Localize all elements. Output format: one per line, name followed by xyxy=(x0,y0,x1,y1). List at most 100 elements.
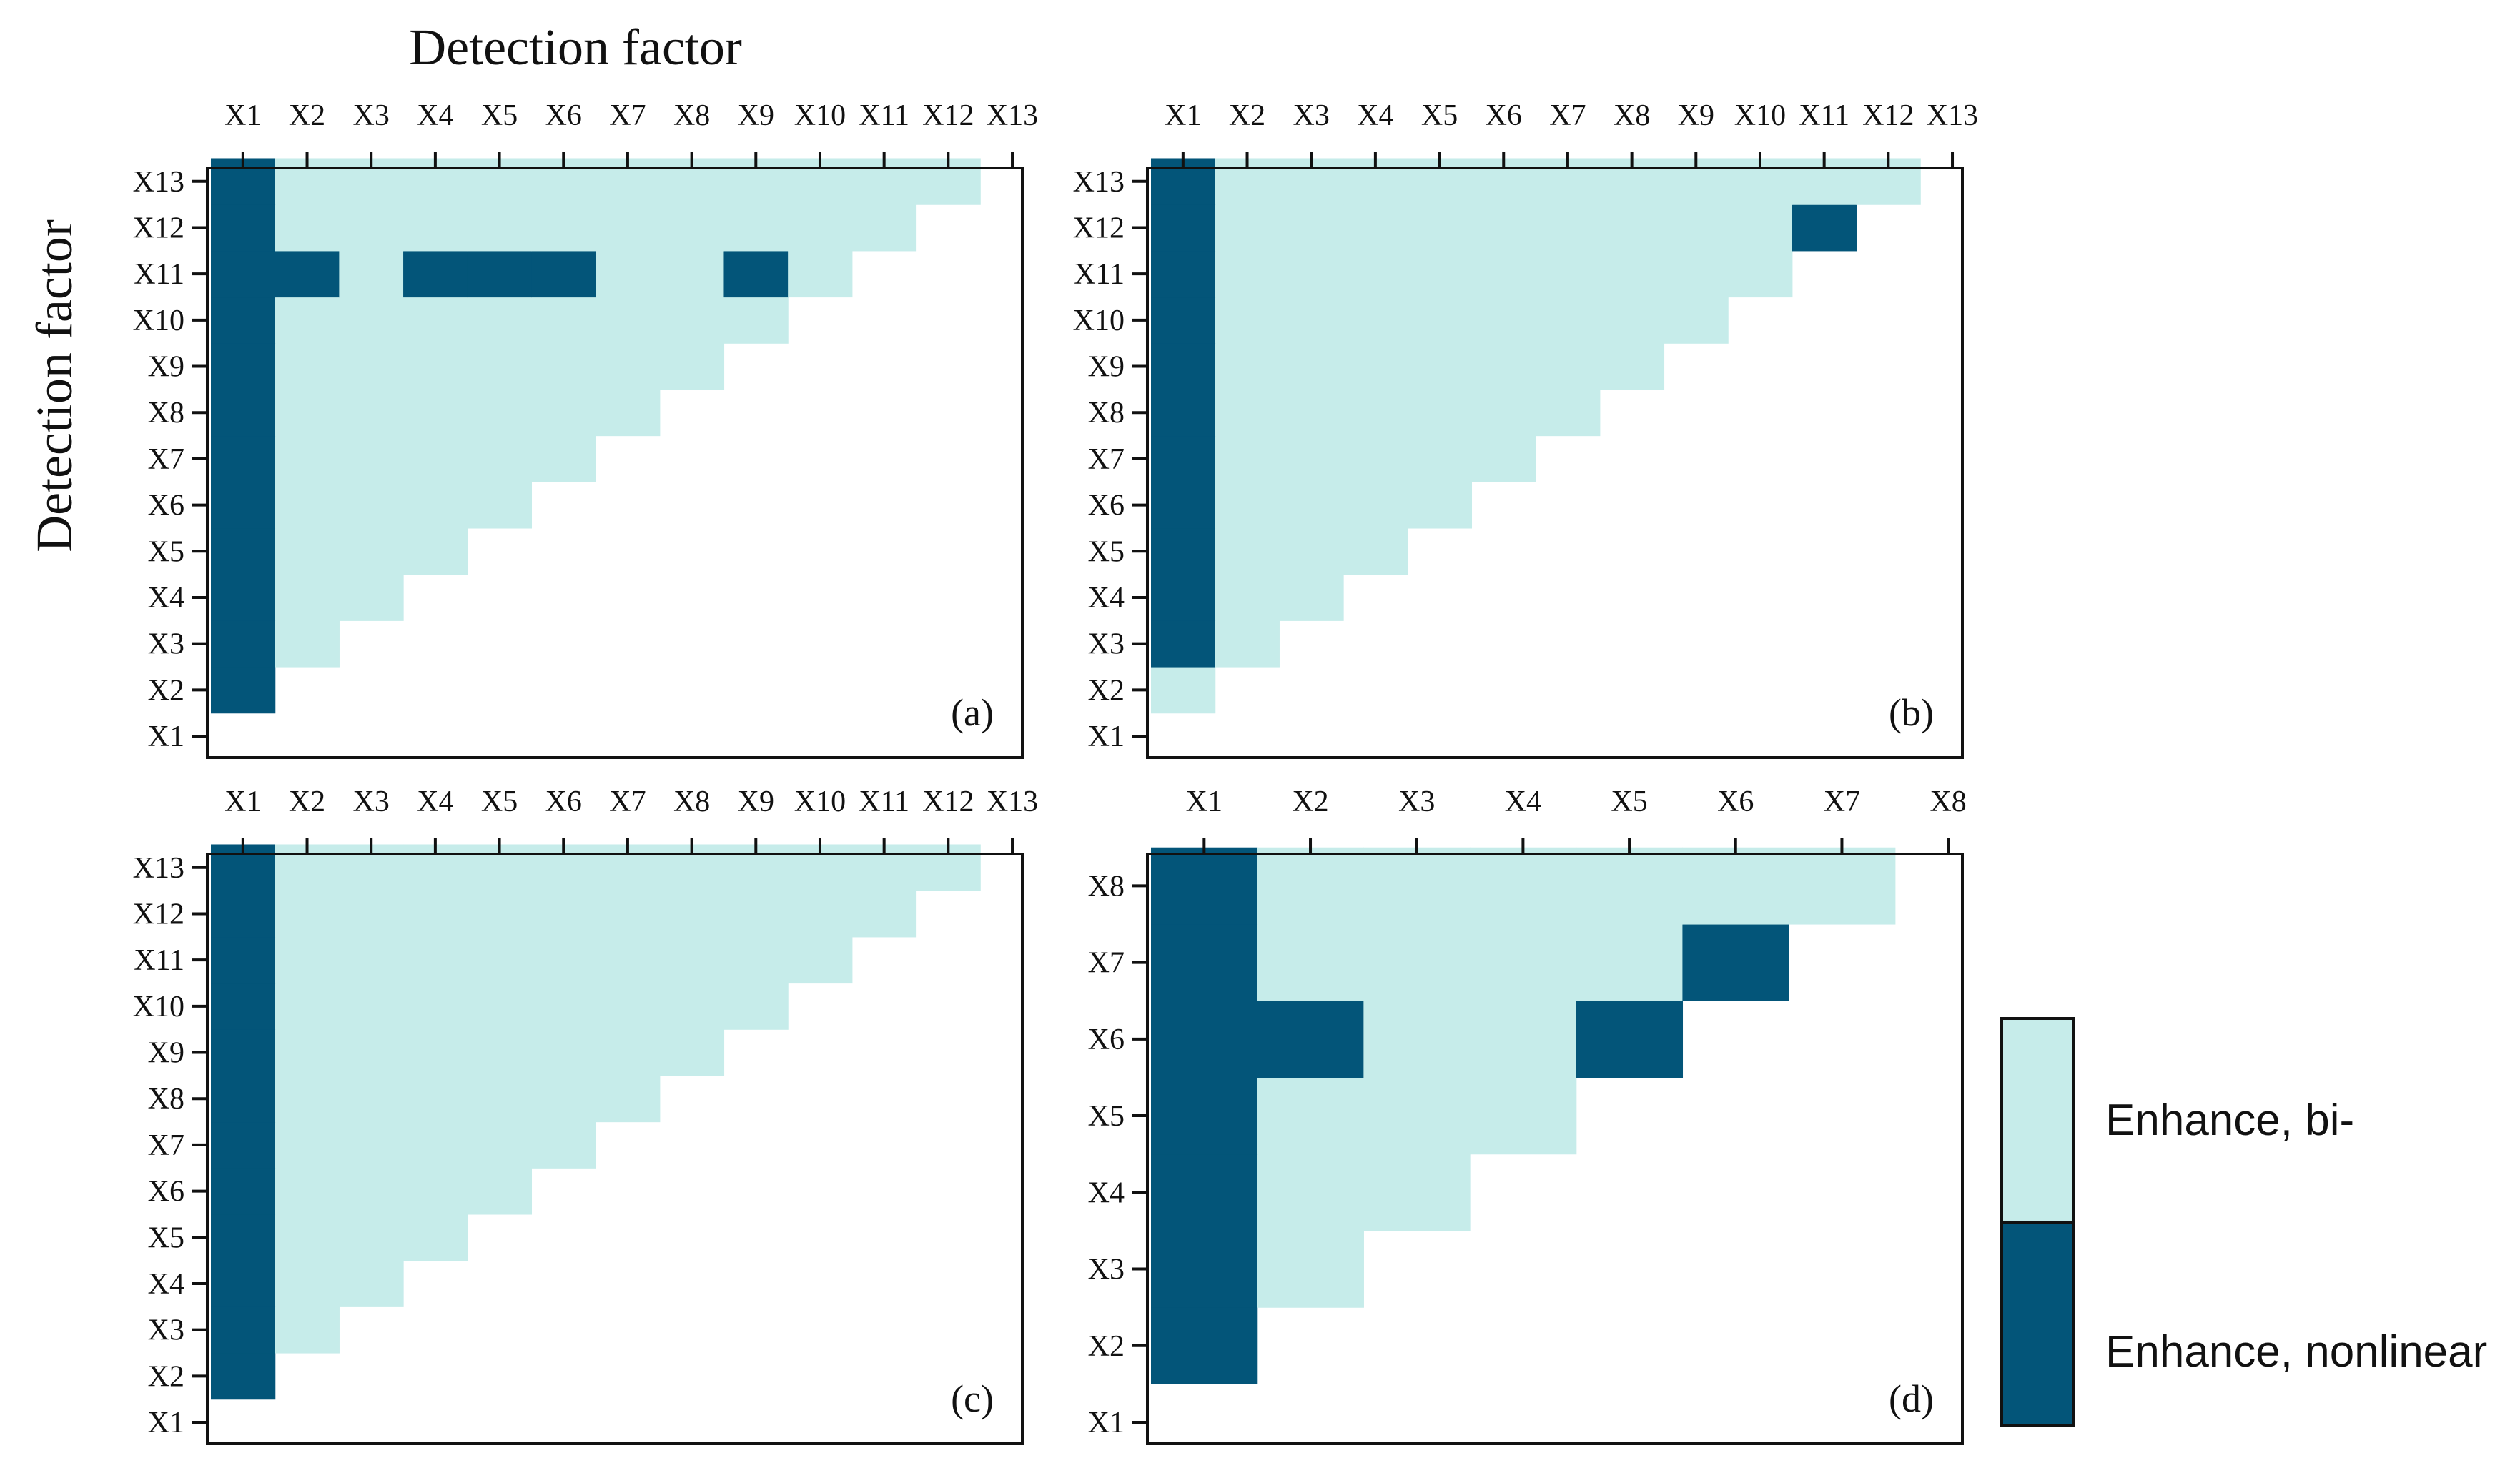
x-tick-label: X1 xyxy=(1165,99,1201,132)
x-tick-label: X9 xyxy=(738,785,774,818)
cell-nonlinear xyxy=(531,250,596,298)
cell-bi xyxy=(1536,389,1601,437)
legend-label-bi: Enhance, bi- xyxy=(2105,1096,2354,1145)
x-tick-label: X7 xyxy=(609,785,646,818)
cell-bi xyxy=(403,527,468,575)
cell-bi xyxy=(467,435,533,482)
cell-bi xyxy=(275,620,340,668)
x-tick-label: X11 xyxy=(859,785,909,818)
cell-bi xyxy=(339,936,404,984)
cell-bi xyxy=(275,1306,340,1354)
cell-bi xyxy=(275,1121,340,1169)
x-tick-label: X5 xyxy=(1611,785,1647,818)
cell-nonlinear xyxy=(211,666,276,714)
y-tick-label: X11 xyxy=(134,944,184,977)
cell-bi xyxy=(596,1029,661,1076)
cell-bi xyxy=(339,297,404,344)
y-tick-label: X7 xyxy=(1088,947,1125,980)
cell-nonlinear xyxy=(211,1075,276,1123)
legend-swatch-bi xyxy=(2000,1017,2075,1224)
cell-nonlinear xyxy=(1151,435,1216,482)
cell-bi xyxy=(788,204,853,252)
x-tick-label: X11 xyxy=(859,99,909,132)
cell-bi xyxy=(531,1075,596,1123)
cell-bi xyxy=(403,389,468,437)
y-tick-label: X13 xyxy=(133,852,184,885)
cell-bi xyxy=(1279,297,1344,344)
cell-bi xyxy=(723,204,789,252)
cell-nonlinear xyxy=(211,482,276,529)
cell-bi xyxy=(467,204,533,252)
cell-bi xyxy=(1599,297,1665,344)
cell-bi xyxy=(596,936,661,984)
cell-bi xyxy=(275,983,340,1030)
cell-nonlinear xyxy=(211,1306,276,1354)
cell-nonlinear xyxy=(211,297,276,344)
cell-bi xyxy=(1279,482,1344,529)
y-tick-label: X3 xyxy=(148,1314,184,1347)
y-tick-label: X1 xyxy=(1088,720,1125,753)
panel-label: (a) xyxy=(951,691,994,734)
y-tick-label: X8 xyxy=(1088,397,1125,430)
cell-bi xyxy=(723,891,789,938)
cell-bi xyxy=(788,891,853,938)
cell-bi xyxy=(1279,574,1344,621)
x-tick-label: X1 xyxy=(1186,785,1222,818)
cell-bi xyxy=(1279,389,1344,437)
cell-bi xyxy=(275,1029,340,1076)
y-tick-label: X13 xyxy=(133,166,184,199)
y-tick-label: X9 xyxy=(148,351,184,384)
cell-bi xyxy=(1215,343,1280,390)
cell-nonlinear xyxy=(1151,250,1216,298)
cell-bi xyxy=(1343,297,1408,344)
cell-nonlinear xyxy=(1151,297,1216,344)
y-tick-label: X4 xyxy=(1088,582,1125,615)
cell-bi xyxy=(1407,435,1473,482)
y-tick-label: X1 xyxy=(148,1407,184,1439)
y-tick-label: X8 xyxy=(148,397,184,430)
cell-bi xyxy=(403,1029,468,1076)
cell-bi xyxy=(275,527,340,575)
y-tick-label: X3 xyxy=(148,628,184,661)
cell-bi xyxy=(1257,923,1364,1001)
cell-nonlinear xyxy=(211,389,276,437)
cell-bi xyxy=(1215,389,1280,437)
cell-nonlinear xyxy=(1151,620,1216,668)
y-tick-label: X8 xyxy=(1088,870,1125,903)
heatmap-panel: X1 X2 X3 X4 X5 X6 X7 X8 X9 X10 X11 X12 X13 X1 X2 X3 X4 X5… xyxy=(1073,99,1978,759)
y-tick-label: X5 xyxy=(148,1221,184,1254)
cell-bi xyxy=(1471,389,1536,437)
cell-nonlinear xyxy=(211,343,276,390)
cell-bi xyxy=(1279,527,1344,575)
x-tick-label: X3 xyxy=(1398,785,1435,818)
cell-bi xyxy=(1470,1077,1577,1155)
y-tick-label: X10 xyxy=(133,304,184,337)
cell-bi xyxy=(659,343,725,390)
cell-bi xyxy=(339,1029,404,1076)
cell-bi xyxy=(596,250,661,298)
cell-bi xyxy=(531,1029,596,1076)
cell-bi xyxy=(1343,389,1408,437)
cell-bi xyxy=(659,936,725,984)
cell-bi xyxy=(659,1029,725,1076)
y-tick-label: X6 xyxy=(148,490,184,522)
y-axis-title: Detection factor xyxy=(26,219,83,552)
cell-bi xyxy=(1789,847,1896,925)
cell-nonlinear xyxy=(1151,1001,1258,1078)
cell-bi xyxy=(467,482,533,529)
cell-bi xyxy=(596,891,661,938)
cell-nonlinear xyxy=(1151,1154,1258,1231)
y-tick-label: X11 xyxy=(1074,258,1125,291)
panel-frame xyxy=(1146,167,1964,759)
y-tick-label: X7 xyxy=(148,1129,184,1162)
cell-nonlinear xyxy=(211,936,276,984)
x-tick-label: X7 xyxy=(1549,99,1586,132)
y-tick-label: X7 xyxy=(1088,443,1125,476)
cell-bi xyxy=(1257,1154,1364,1231)
cell-nonlinear xyxy=(211,204,276,252)
cell-bi xyxy=(467,297,533,344)
cell-bi xyxy=(1471,435,1536,482)
cell-bi xyxy=(1343,204,1408,252)
cell-bi xyxy=(1257,1230,1364,1308)
